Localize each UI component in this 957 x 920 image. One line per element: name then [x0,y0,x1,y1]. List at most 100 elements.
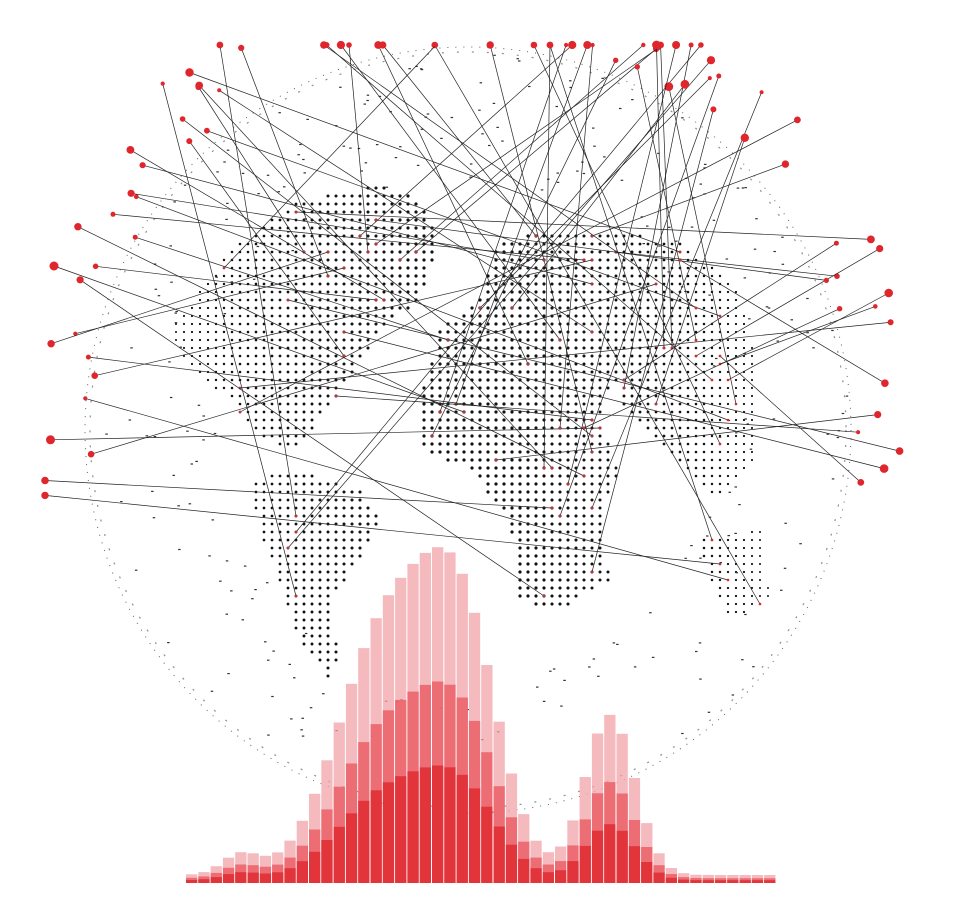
back-dot [145,435,149,437]
land-dot [726,386,730,390]
land-dot [382,202,386,206]
land-dot [598,330,602,334]
land-dot [718,394,722,398]
land-dot [214,362,218,366]
land-dot [310,482,314,486]
pin-head [238,44,245,52]
land-dot [286,498,290,502]
land-dot [734,610,738,614]
land-dot [518,306,522,310]
back-dot [153,263,157,265]
land-dot [702,330,706,334]
pin-head [707,76,712,81]
land-dot [646,282,650,286]
land-dot [222,346,226,350]
land-dot [686,386,690,390]
pin-line [660,44,673,349]
land-dot [702,546,706,550]
land-dot [718,474,722,478]
land-dot [758,538,762,542]
land-dot [646,330,650,334]
land-dot [238,338,242,342]
land-dot [358,194,362,198]
back-dot [799,543,802,545]
land-dot [558,474,562,478]
land-dot [278,434,282,438]
land-dot [630,242,634,246]
land-dot [686,314,690,318]
back-dot [668,226,671,228]
back-dot [718,436,722,438]
back-dot [743,277,747,279]
land-dot [534,354,538,358]
land-dot [662,242,666,246]
land-dot [286,482,290,486]
land-dot [318,314,322,318]
land-dot [478,394,482,398]
land-dot [734,442,738,446]
land-dot [318,602,322,606]
pin-line [198,85,553,469]
hist-bar-front [764,880,776,883]
land-dot [670,426,674,430]
land-dot [534,402,538,406]
land-dot [750,354,754,358]
land-dot [582,546,586,550]
land-dot [726,322,730,326]
land-dot [206,314,210,318]
land-dot [374,290,378,294]
land-dot [526,234,530,238]
land-dot [574,426,578,430]
land-dot [302,378,306,382]
land-dot [638,338,642,342]
land-dot [550,482,554,486]
land-dot [238,362,242,366]
back-dot [260,242,263,244]
back-dot [501,140,504,142]
land-dot [510,450,514,454]
land-dot [726,346,730,350]
land-dot [350,210,354,214]
land-dot [310,570,314,574]
land-dot [526,554,530,558]
land-dot [310,498,314,502]
land-dot [678,370,682,374]
land-dot [334,658,338,662]
land-dot [590,378,594,382]
pin-line [636,66,697,341]
land-dot [310,394,314,398]
land-dot [310,282,314,286]
land-dot [702,466,706,470]
pin-start [678,250,682,254]
back-dot [256,245,260,248]
land-dot [726,370,730,374]
land-dot [630,234,634,238]
land-dot [366,274,370,278]
land-dot [614,346,618,350]
pin-start [598,426,602,430]
land-dot [742,458,746,462]
land-dot [734,370,738,374]
land-dot [278,226,282,230]
land-dot [718,418,722,422]
land-dot [318,242,322,246]
land-dot [302,266,306,270]
land-dot [502,338,506,342]
land-dot [542,354,546,358]
land-dot [494,450,498,454]
land-dot [550,378,554,382]
land-dot [622,290,626,294]
land-dot [318,554,322,558]
land-dot [534,338,538,342]
land-dot [734,546,738,550]
land-dot [574,482,578,486]
back-dot [631,99,634,101]
land-dot [478,418,482,422]
land-dot [342,490,346,494]
back-dot [728,491,731,493]
land-dot [294,618,298,622]
land-dot [342,202,346,206]
back-dot [297,154,300,156]
hist-bar-front [555,870,567,883]
land-dot [686,370,690,374]
